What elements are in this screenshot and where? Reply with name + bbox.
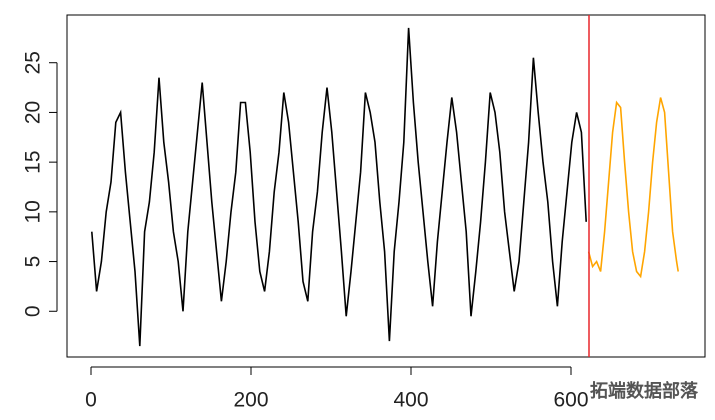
plot-box	[66, 14, 706, 358]
x-tick-label: 400	[393, 389, 428, 412]
y-tick-label: 20	[22, 101, 45, 124]
series-line	[587, 97, 679, 279]
series-line	[91, 27, 587, 347]
y-tick-label: 0	[22, 305, 45, 317]
y-tick-label: 5	[22, 256, 45, 268]
y-tick-label: 15	[22, 150, 45, 173]
x-tick-label: 600	[553, 389, 588, 412]
x-tick-label: 200	[233, 389, 268, 412]
y-tick-label: 25	[22, 51, 45, 74]
y-tick-label: 10	[22, 200, 45, 223]
x-tick-label: 0	[85, 389, 97, 412]
watermark: 拓端数据部落	[590, 380, 699, 401]
